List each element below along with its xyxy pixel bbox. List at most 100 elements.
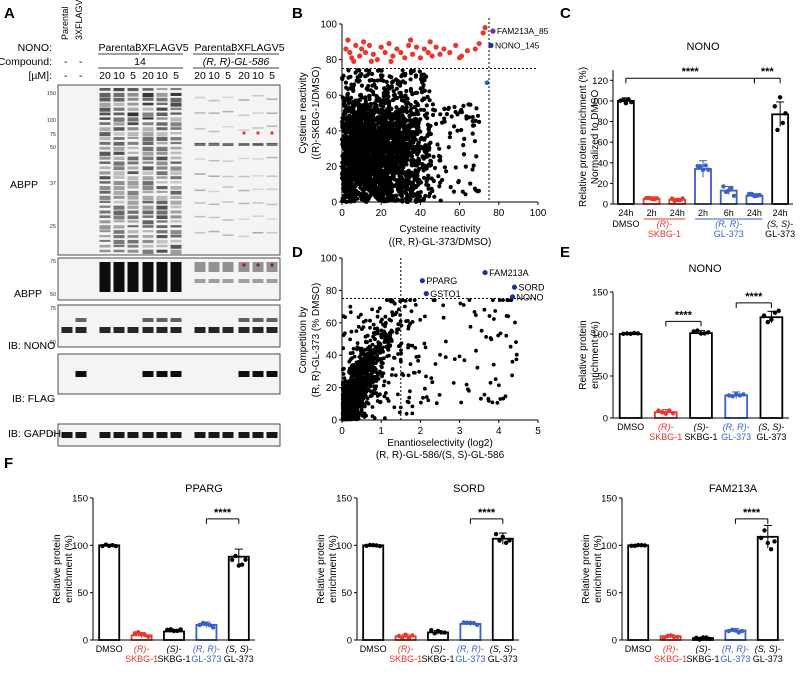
category-label: (S, S)- bbox=[755, 644, 781, 654]
replicate-point bbox=[729, 627, 735, 632]
data-point bbox=[404, 128, 409, 133]
mw-marker: 50 bbox=[50, 292, 56, 298]
abpp-band bbox=[156, 122, 168, 126]
y-tick-label: 40 bbox=[326, 126, 338, 137]
highlight-point bbox=[488, 42, 494, 48]
data-point bbox=[370, 89, 376, 94]
abpp-zoom-band bbox=[266, 279, 278, 283]
mw-marker: 75 bbox=[50, 259, 56, 265]
data-point bbox=[401, 170, 407, 175]
abpp-band bbox=[142, 210, 154, 215]
replicate-point bbox=[403, 632, 408, 637]
abpp-band bbox=[113, 97, 125, 102]
data-point bbox=[348, 86, 353, 91]
abpp-band bbox=[156, 186, 168, 190]
abpp-band bbox=[142, 166, 154, 171]
data-point bbox=[344, 85, 349, 90]
data-point bbox=[400, 298, 405, 302]
replicate-point bbox=[464, 620, 470, 625]
nono-band bbox=[142, 327, 154, 333]
data-point bbox=[442, 165, 447, 170]
abpp-band-faint bbox=[194, 202, 206, 204]
bar bbox=[616, 100, 635, 205]
data-point bbox=[353, 148, 359, 153]
y-tick-label: 50 bbox=[606, 588, 617, 599]
data-point bbox=[408, 173, 413, 178]
data-point bbox=[383, 115, 388, 121]
data-point bbox=[375, 133, 380, 138]
nono-band-upper bbox=[156, 318, 168, 322]
data-point bbox=[436, 174, 441, 179]
data-point bbox=[367, 93, 372, 98]
data-point bbox=[474, 348, 478, 353]
highlight-label: SORD bbox=[518, 283, 545, 293]
data-point bbox=[368, 325, 372, 330]
data-point bbox=[455, 128, 460, 133]
data-point bbox=[367, 78, 372, 83]
bar bbox=[689, 332, 713, 419]
data-point bbox=[464, 382, 469, 387]
replicate-point bbox=[757, 192, 762, 198]
conc-label-3: 20 bbox=[142, 70, 154, 82]
abpp-band bbox=[99, 161, 111, 164]
abpp-band bbox=[127, 239, 139, 244]
data-point bbox=[394, 86, 399, 91]
data-point bbox=[459, 110, 464, 115]
data-point bbox=[398, 191, 403, 196]
abpp-band-faint bbox=[194, 173, 206, 175]
data-point bbox=[356, 79, 361, 84]
flag-band bbox=[156, 371, 168, 377]
data-point bbox=[343, 104, 348, 109]
data-point bbox=[374, 122, 379, 127]
category-label: 2h bbox=[647, 208, 657, 218]
abpp-band bbox=[113, 117, 125, 122]
conc-label-9: 20 bbox=[238, 70, 250, 82]
data-point bbox=[413, 99, 418, 105]
data-point bbox=[365, 137, 370, 142]
data-point bbox=[355, 407, 360, 412]
data-point bbox=[372, 391, 377, 396]
abpp-band bbox=[156, 127, 168, 131]
data-point bbox=[385, 190, 390, 195]
abpp-band bbox=[170, 122, 182, 127]
data-point bbox=[422, 163, 427, 168]
data-point bbox=[385, 354, 390, 359]
abpp-band-faint bbox=[238, 175, 250, 178]
mw-marker: 75 bbox=[50, 306, 56, 312]
data-point bbox=[358, 74, 363, 79]
data-point bbox=[360, 390, 364, 394]
y-axis-label-2: Normalized to DMSO bbox=[590, 90, 601, 185]
replicate-point bbox=[497, 538, 502, 543]
abpp-band bbox=[113, 239, 125, 245]
abpp-band bbox=[142, 132, 154, 137]
replicate-point bbox=[624, 331, 630, 336]
data-point bbox=[403, 146, 408, 151]
y-tick-label: 100 bbox=[320, 20, 337, 31]
abpp-zoom-band bbox=[208, 279, 220, 283]
data-point bbox=[453, 165, 458, 170]
data-point bbox=[405, 135, 410, 140]
abpp-band bbox=[170, 156, 182, 160]
data-point bbox=[395, 119, 400, 124]
abpp-band bbox=[156, 156, 168, 161]
data-point bbox=[417, 69, 422, 74]
abpp-band bbox=[113, 235, 125, 239]
data-point bbox=[497, 298, 502, 302]
data-point bbox=[391, 177, 397, 182]
abpp-band bbox=[127, 156, 139, 161]
data-point bbox=[399, 122, 404, 128]
replicate-point bbox=[698, 331, 704, 336]
data-point-red bbox=[398, 49, 404, 56]
data-point bbox=[448, 185, 453, 190]
abpp-zoom-band bbox=[194, 279, 206, 283]
data-point bbox=[432, 108, 438, 113]
data-point bbox=[373, 332, 378, 336]
data-point bbox=[438, 112, 443, 117]
replicate-point bbox=[703, 163, 708, 168]
abpp-band-faint bbox=[266, 231, 278, 234]
y-axis-label-2: enrichment (%) bbox=[593, 535, 604, 603]
replicate-point bbox=[396, 633, 402, 639]
abpp-band-faint bbox=[266, 112, 278, 115]
